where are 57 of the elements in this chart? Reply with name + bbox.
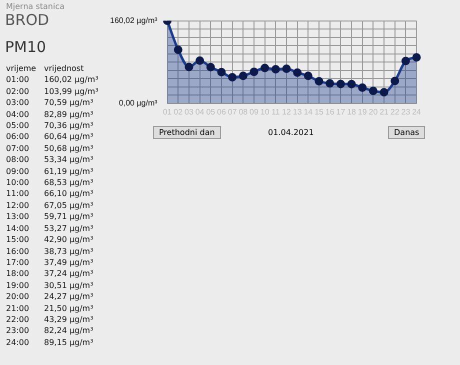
text: 12:00 xyxy=(5,200,30,212)
text: 09:00 xyxy=(5,166,30,178)
text: 11:00 xyxy=(5,188,30,200)
text: 24:00 xyxy=(5,336,30,348)
text: 15:00 xyxy=(5,234,30,246)
text: Danas xyxy=(388,126,426,139)
text: vrijeme xyxy=(5,63,38,74)
text: 38,73 µg/m³ xyxy=(43,246,94,257)
text: 160,02 µg/m³ xyxy=(43,74,100,86)
text: 14:00 xyxy=(5,222,30,234)
text: Prethodni dan xyxy=(153,126,221,139)
text: 103,99 µg/m³ xyxy=(43,86,100,98)
text: 66,10 µg/m³ xyxy=(43,188,94,200)
text: 50,68 µg/m³ xyxy=(43,142,94,154)
text: 05:00 xyxy=(5,120,30,132)
text: 37,49 µg/m³ xyxy=(43,256,94,268)
text: 82,89 µg/m³ xyxy=(43,108,94,120)
text: 03:00 xyxy=(5,97,30,109)
text: 19:00 xyxy=(5,280,30,292)
text: 07:00 xyxy=(5,142,30,154)
text: 18:00 xyxy=(5,268,30,280)
text: 01:00 xyxy=(5,74,30,86)
text: 89,15 µg/m³ xyxy=(43,336,94,348)
text: 08:00 xyxy=(5,154,30,166)
text: 22:00 xyxy=(5,314,30,326)
text: 43,29 µg/m³ xyxy=(43,314,94,326)
text: 53,34 µg/m³ xyxy=(43,154,94,166)
text: 24,27 µg/m³ xyxy=(43,291,94,303)
text: 04:00 xyxy=(5,108,30,120)
text: 42,90 µg/m³ xyxy=(43,234,94,246)
text: 37,24 µg/m³ xyxy=(43,268,94,280)
text: 70,36 µg/m³ xyxy=(43,120,94,132)
text: 23:00 xyxy=(5,325,30,337)
text: 02:00 xyxy=(5,86,30,98)
text: 16:00 xyxy=(5,246,30,257)
text: 06:00 xyxy=(5,131,30,143)
text: 61,19 µg/m³ xyxy=(43,166,94,178)
text: 20:00 xyxy=(5,291,30,303)
text: BROD xyxy=(5,11,50,29)
text: PM10 xyxy=(5,38,46,56)
text: 68,53 µg/m³ xyxy=(43,177,94,188)
text: vrijednost xyxy=(43,63,85,74)
text: 59,71 µg/m³ xyxy=(43,211,94,223)
text: 13:00 xyxy=(5,211,30,223)
text: 21,50 µg/m³ xyxy=(43,302,94,314)
text: 82,24 µg/m³ xyxy=(43,325,94,337)
text: 60,64 µg/m³ xyxy=(43,131,94,143)
text: 10:00 xyxy=(5,177,30,188)
text: 01.04.2021 xyxy=(268,128,314,137)
text: 70,59 µg/m³ xyxy=(43,97,94,109)
text: 53,27 µg/m³ xyxy=(43,222,94,234)
text: 21:00 xyxy=(5,302,30,314)
text: Mjerna stanica xyxy=(6,2,65,11)
text: 17:00 xyxy=(5,256,30,268)
text: 67,05 µg/m³ xyxy=(43,200,94,212)
y-tick-label: 0,00 µg/m³ xyxy=(118,98,158,108)
text: 30,51 µg/m³ xyxy=(43,280,94,292)
